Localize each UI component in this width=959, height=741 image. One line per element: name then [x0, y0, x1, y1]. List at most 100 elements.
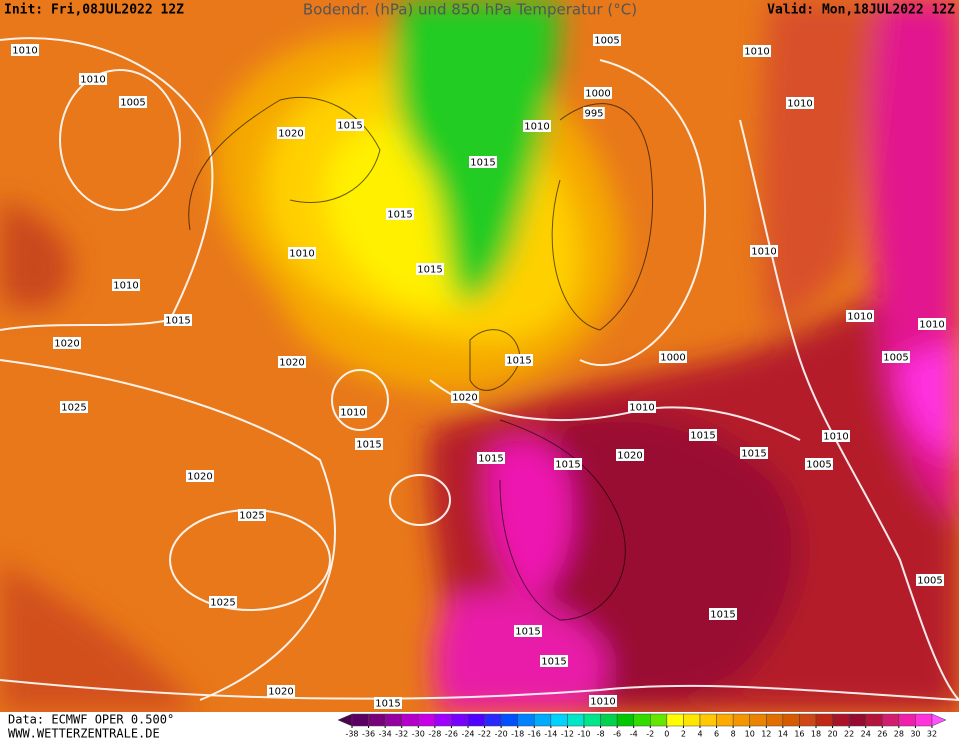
legend-swatch	[865, 713, 883, 727]
isobar-label: 1020	[268, 687, 293, 698]
legend-swatch	[898, 713, 916, 727]
isobar-label-bg	[374, 697, 402, 709]
legend-tick-label: 18	[811, 730, 821, 739]
legend-tick-label: -2	[646, 730, 654, 739]
isobar-label-bg	[584, 87, 612, 99]
isobar-label-bg	[355, 438, 383, 450]
legend-swatch	[699, 713, 717, 727]
legend-tick-label: 28	[894, 730, 904, 739]
isobar-label: 1015	[470, 158, 495, 169]
isobar-label-bg	[119, 96, 147, 108]
isobar-label-bg	[186, 470, 214, 482]
isobar-label: 1015	[710, 610, 735, 621]
isobar-label-bg	[593, 34, 621, 46]
isobar-label-bg	[505, 354, 533, 366]
isobar-label: 1015	[478, 454, 503, 465]
isobar-label: 1000	[660, 353, 685, 364]
legend-swatch	[384, 713, 402, 727]
isobar-label-bg	[339, 406, 367, 418]
legend-swatch	[434, 713, 452, 727]
legend-swatch	[351, 713, 369, 727]
isobar-label-bg	[554, 458, 582, 470]
isobar-label-bg	[451, 391, 479, 403]
init-time: Init: Fri,08JUL2022 12Z	[4, 3, 184, 18]
legend-swatch	[467, 713, 485, 727]
legend-arrow	[931, 713, 947, 727]
isobar-label-bg	[743, 45, 771, 57]
color-legend: -38 -36 -34 -32 -30 -28 -26 -24 -22 -20 -18 -16 -14-…	[337, 713, 947, 739]
isobar-label: 1015	[690, 431, 715, 442]
isobar-label-bg	[278, 356, 306, 368]
isobar-label: 1015	[165, 316, 190, 327]
isobar-label: 1020	[187, 472, 212, 483]
isobar-label-bg	[750, 245, 778, 257]
isobar-label: 1015	[515, 627, 540, 638]
isobar-label: 1010	[751, 247, 776, 258]
isobar-label-bg	[589, 695, 617, 707]
isobar-label: 1015	[387, 210, 412, 221]
legend-tick-label: -22	[478, 730, 491, 739]
isobar-label: 1025	[239, 511, 264, 522]
isobar-label: 1010	[787, 99, 812, 110]
isobar-label: 1020	[278, 129, 303, 140]
isobar-label: 1005	[594, 36, 619, 47]
isobar-label: 1010	[744, 47, 769, 58]
isobar-label-bg	[583, 107, 605, 119]
legend-swatch	[716, 713, 734, 727]
legend-swatch	[815, 713, 833, 727]
isobar-label-bg	[164, 314, 192, 326]
isobar-label: 995	[584, 109, 603, 120]
isobar-label: 1020	[54, 339, 79, 350]
isobar-label: 1020	[617, 451, 642, 462]
isobar-label: 1015	[741, 449, 766, 460]
isobar-label-bg	[916, 574, 944, 586]
isobar-label-bg	[523, 120, 551, 132]
isobar-label: 1025	[61, 403, 86, 414]
legend-swatch	[832, 713, 850, 727]
legend-swatch	[418, 713, 436, 727]
legend-tick-label: 10	[745, 730, 755, 739]
isobar-label: 1015	[356, 440, 381, 451]
isobar-label: 1010	[847, 312, 872, 323]
isobar-label: 1005	[883, 353, 908, 364]
legend-tick-label: 0	[664, 730, 669, 739]
isobar-label-bg	[112, 279, 140, 291]
legend-swatch	[633, 713, 651, 727]
legend-swatch	[882, 713, 900, 727]
isobar-label-bg	[805, 458, 833, 470]
legend-swatch	[534, 713, 552, 727]
isobar-label-bg	[740, 447, 768, 459]
legend-tick-label: -28	[428, 730, 441, 739]
legend-tick-label: -30	[412, 730, 425, 739]
legend-tick-label: 2	[681, 730, 686, 739]
isobar-label-bg	[267, 685, 295, 697]
legend-tick-label: 16	[794, 730, 804, 739]
legend-swatch	[368, 713, 386, 727]
isobar-label-bg	[616, 449, 644, 461]
isobar-label-bg	[628, 401, 656, 413]
isobar-label: 1020	[279, 358, 304, 369]
isobar-label: 1010	[12, 46, 37, 57]
legend-swatch	[766, 713, 784, 727]
isobar-label: 1010	[80, 75, 105, 86]
isobar-label: 1005	[917, 576, 942, 587]
legend-tick-label: -32	[395, 730, 408, 739]
legend-tick-label: -6	[613, 730, 621, 739]
isobar-label-bg	[822, 430, 850, 442]
legend-tick-label: -8	[597, 730, 605, 739]
isobar-label: 1015	[337, 121, 362, 132]
isobar-label: 1010	[524, 122, 549, 133]
isobar-label-bg	[846, 310, 874, 322]
map-title: Bodendr. (hPa) und 850 hPa Temperatur (°…	[303, 1, 637, 19]
legend-tick-label: 22	[844, 730, 854, 739]
legend-swatch	[517, 713, 535, 727]
isobar-label-bg	[53, 337, 81, 349]
isobar-label-bg	[277, 127, 305, 139]
isobar-label-bg	[386, 208, 414, 220]
legend-swatch	[401, 713, 419, 727]
legend-tick-label: -18	[511, 730, 524, 739]
isobar-label-bg	[540, 655, 568, 667]
legend-tick-label: 30	[910, 730, 920, 739]
legend-swatch	[484, 713, 502, 727]
legend-tick-label: -36	[362, 730, 375, 739]
